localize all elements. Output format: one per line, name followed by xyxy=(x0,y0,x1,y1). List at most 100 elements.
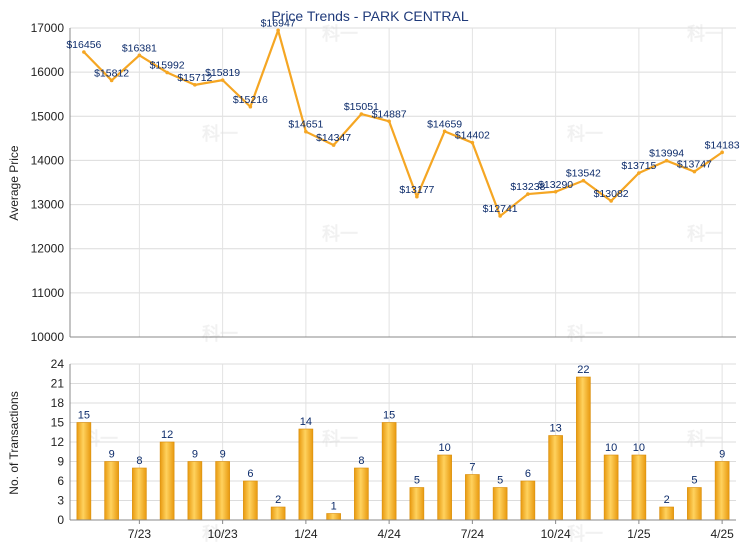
transactions-tick-label: 21 xyxy=(51,377,65,391)
price-point xyxy=(581,178,586,183)
price-point xyxy=(82,50,86,54)
transactions-tick-label: 3 xyxy=(57,494,64,508)
transactions-bar-label: 9 xyxy=(719,449,725,461)
transactions-bar xyxy=(243,480,258,521)
x-tick-label: 10/24 xyxy=(541,527,571,541)
price-axis-title: Average Price xyxy=(7,145,21,220)
transactions-bar xyxy=(326,513,341,521)
price-point-label: $15216 xyxy=(233,94,268,106)
transactions-bar xyxy=(298,428,314,521)
transactions-bar-label: 6 xyxy=(525,468,531,480)
transactions-tick-label: 24 xyxy=(51,357,65,371)
price-point xyxy=(304,129,308,134)
price-point xyxy=(609,199,613,203)
chart-title: Price Trends - PARK CENTRAL xyxy=(271,8,469,24)
transactions-bar-label: 10 xyxy=(605,442,617,454)
price-point-label: $13747 xyxy=(677,159,712,171)
watermark-text: 科一 xyxy=(322,23,358,45)
transactions-bar xyxy=(603,454,619,521)
price-point xyxy=(137,53,142,58)
transactions-bar-label: 7 xyxy=(469,462,475,474)
price-point-label: $13177 xyxy=(399,184,434,196)
price-point-label: $13994 xyxy=(649,148,684,160)
transactions-bar xyxy=(270,506,286,521)
transactions-bar-label: 8 xyxy=(136,455,142,467)
price-point xyxy=(387,119,391,124)
price-point xyxy=(526,192,530,196)
price-point-label: $15051 xyxy=(344,101,379,113)
price-point xyxy=(553,189,558,194)
transactions-bar xyxy=(437,454,452,521)
transactions-bar xyxy=(714,461,730,521)
transactions-bar xyxy=(548,435,563,521)
price-tick-label: 13000 xyxy=(31,198,65,212)
transactions-bar xyxy=(520,480,536,521)
price-point-label: $13290 xyxy=(538,179,573,191)
watermark-text: 科一 xyxy=(322,428,358,450)
transactions-bar xyxy=(187,461,203,521)
price-point xyxy=(109,78,114,83)
price-point xyxy=(359,112,364,116)
price-point-label: $15712 xyxy=(177,72,212,84)
transactions-bar-label: 22 xyxy=(577,364,589,376)
price-series-line xyxy=(83,29,723,218)
transactions-bar-label: 2 xyxy=(664,494,670,506)
price-point-label: $13542 xyxy=(566,168,601,180)
price-point-label: $12741 xyxy=(483,203,518,215)
x-tick-label: 4/24 xyxy=(377,527,401,541)
price-tick-label: 14000 xyxy=(31,153,65,167)
price-point xyxy=(720,150,724,155)
price-tick-label: 11000 xyxy=(32,286,65,300)
price-point-label: $16947 xyxy=(261,17,296,29)
transactions-bar xyxy=(631,454,647,521)
transactions-bar-label: 5 xyxy=(691,475,697,487)
x-tick-label: 4/25 xyxy=(710,527,734,541)
transactions-bar xyxy=(465,474,480,521)
transactions-bar xyxy=(492,487,508,521)
price-point xyxy=(276,28,280,33)
transactions-bar xyxy=(215,461,230,521)
price-point xyxy=(498,214,502,218)
watermark-text: 科一 xyxy=(202,323,238,345)
transactions-bar xyxy=(354,467,369,521)
watermark-text: 科一 xyxy=(567,123,603,145)
x-tick-label: 7/24 xyxy=(461,527,485,541)
price-point-label: $16456 xyxy=(66,39,101,51)
price-point-label: $14402 xyxy=(455,130,490,142)
transactions-bar xyxy=(659,506,674,521)
price-tick-label: 16000 xyxy=(31,65,65,79)
transactions-bar xyxy=(381,422,397,521)
price-point-label: $14887 xyxy=(372,108,407,120)
transactions-tick-label: 18 xyxy=(51,396,65,410)
transactions-bar-label: 8 xyxy=(358,455,364,467)
price-point-label: $15812 xyxy=(94,67,129,79)
transactions-tick-label: 6 xyxy=(57,474,64,488)
price-line-panel: 10000 11000 12000 13000 14000 15000 16000 17000… xyxy=(31,17,740,344)
price-point xyxy=(470,140,475,145)
transactions-bar-label: 15 xyxy=(383,410,395,422)
transactions-bar-label: 10 xyxy=(439,442,451,454)
x-tick-label: 10/23 xyxy=(208,527,238,541)
transactions-bar-label: 5 xyxy=(414,475,420,487)
transactions-axis-title: No. of Transactions xyxy=(7,391,21,494)
price-tick-label: 12000 xyxy=(31,242,65,256)
x-tick-label: 7/23 xyxy=(128,527,152,541)
price-point xyxy=(442,129,447,134)
price-point xyxy=(415,194,419,199)
price-point xyxy=(664,158,669,163)
price-tick-label: 10000 xyxy=(31,330,65,344)
transactions-bar-label: 6 xyxy=(247,468,253,480)
price-point-label: $14347 xyxy=(316,132,351,144)
transactions-bar-label: 13 xyxy=(550,423,562,435)
transactions-bar-label: 10 xyxy=(633,442,645,454)
price-point-label: $16381 xyxy=(122,42,157,54)
x-tick-label: 1/25 xyxy=(627,527,651,541)
price-point-label: $14651 xyxy=(288,119,323,131)
watermark-text: 科一 xyxy=(687,223,723,245)
price-point-label: $15992 xyxy=(150,59,185,71)
transactions-bar-label: 9 xyxy=(220,449,226,461)
watermark-text: 科一 xyxy=(202,123,238,145)
price-point xyxy=(193,83,197,87)
